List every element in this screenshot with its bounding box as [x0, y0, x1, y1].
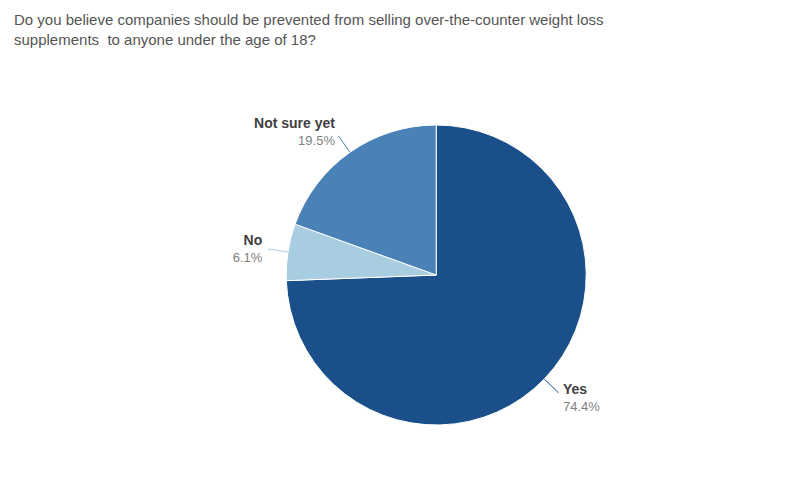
- svg-text:Not sure yet: Not sure yet: [254, 115, 335, 131]
- html-text:Do you believe companies shoul: Do you believe companies should be preve…: [14, 11, 604, 28]
- svg-text:Yes: Yes: [563, 381, 587, 397]
- svg-text:No: No: [244, 232, 263, 248]
- html-text:supplements to anyone under th: supplements to anyone under the age of 1…: [14, 31, 316, 48]
- svg-text:6.1%: 6.1%: [233, 250, 263, 265]
- svg-text:74.4%: 74.4%: [563, 399, 600, 414]
- svg-text:19.5%: 19.5%: [298, 133, 335, 148]
